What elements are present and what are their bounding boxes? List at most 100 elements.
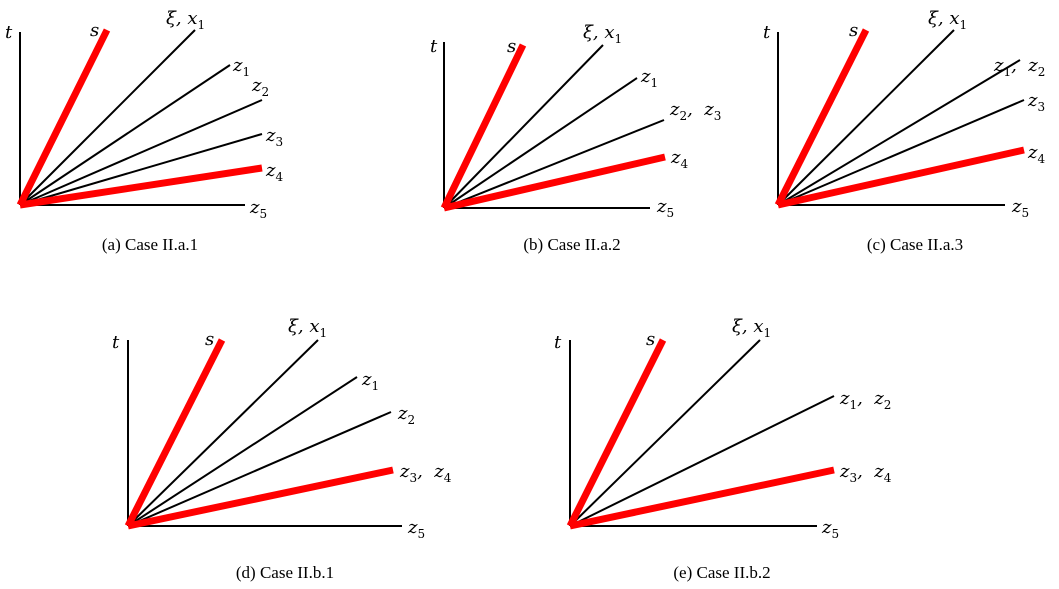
panel-a-ray-4-label-subscript: 3 xyxy=(275,135,283,149)
panel-e-ray-4-label-subscript: 5 xyxy=(831,527,839,541)
panel-c-ray-3 xyxy=(777,99,1025,206)
panel-c-ray-2-label-subscript: 1 xyxy=(1003,65,1011,79)
panel-b-ray-2-label-main: z xyxy=(640,66,651,87)
panel-b-ray-4-highlighted xyxy=(443,153,666,212)
panel-a-ray-1-label: ξ, x1 xyxy=(166,8,205,32)
panel-e-ray-1-label-subscript: 1 xyxy=(764,326,772,340)
panel-b-ray-1-label-main: ξ, x xyxy=(583,22,615,43)
panel-e-ray-2-label: z1, z2 xyxy=(839,388,891,412)
panel-c-ray-5-label-main: z xyxy=(1011,196,1022,217)
panel-d-ray-4-label-separator: , xyxy=(417,461,434,482)
panel-e-ray-4-label-main: z xyxy=(821,517,832,538)
panel-a-ray-5-label: z4 xyxy=(265,160,283,184)
panel-a-ray-4-label-main: z xyxy=(265,125,276,146)
panel-c-caption: (c) Case II.a.3 xyxy=(867,235,963,254)
panel-d-ray-1-label-main: ξ, x xyxy=(288,316,320,337)
panel-d-ray-3-label: z2 xyxy=(397,403,415,427)
panel-a-ray-3-label: z2 xyxy=(251,75,269,99)
panel-d-ray-2-label-main: z xyxy=(361,369,372,390)
panel-a-ray-3-label-main: z xyxy=(251,75,262,96)
panel-b-ray-5-label-main: z xyxy=(656,196,667,217)
panel-d-ray-4-highlighted xyxy=(127,466,394,530)
panel-b-ray-3-label: z2, z3 xyxy=(669,99,721,123)
panel-a-ray-0-label-main: s xyxy=(90,20,99,41)
panel-a-ray-6-label-subscript: 5 xyxy=(259,207,267,221)
panel-a-ray-5-label-subscript: 4 xyxy=(275,170,283,184)
panel-c-ray-3-label-subscript: 3 xyxy=(1037,100,1045,114)
panel-b-t-axis-label: t xyxy=(430,36,438,57)
panel-d-ray-2-label: z1 xyxy=(361,369,379,393)
panel-d-ray-5-label: z5 xyxy=(407,517,425,541)
panel-c-ray-3-label: z3 xyxy=(1027,90,1045,114)
panel-a-ray-0-highlighted xyxy=(16,28,111,207)
panel-e-ray-3-label-subscript-2: 4 xyxy=(884,471,892,485)
panel-e-ray-1-label-main: ξ, x xyxy=(732,316,764,337)
panel-d-ray-3 xyxy=(127,411,392,527)
panel-c-ray-0-label-main: s xyxy=(849,20,858,41)
panel-c-ray-1-label-subscript: 1 xyxy=(960,18,968,32)
panel-c-ray-0-label: s xyxy=(849,20,858,41)
panel-a-ray-5-label-main: z xyxy=(265,160,276,181)
panel-c-ray-2 xyxy=(777,59,1021,206)
panel-c-ray-1-label-main: ξ, x xyxy=(928,8,960,29)
panel-c-ray-2-label: z1, z2 xyxy=(993,55,1045,79)
panel-b-ray-1-label: ξ, x1 xyxy=(583,22,622,46)
panel-a-ray-4 xyxy=(19,133,263,206)
panel-a-ray-2-label-main: z xyxy=(232,55,243,76)
panel-a-ray-3 xyxy=(19,99,263,206)
panel-a-ray-6-label: z5 xyxy=(249,197,267,221)
panel-e-ray-3-label-separator: , xyxy=(857,461,874,482)
panel-d-ray-3-label-main: z xyxy=(397,403,408,424)
panel-e-ray-3-label-main-2: z xyxy=(873,461,884,482)
panel-b-ray-3-label-separator: , xyxy=(687,99,704,120)
panel-c-ray-4-label-subscript: 4 xyxy=(1037,152,1045,166)
panel-a-ray-3-label-subscript: 2 xyxy=(261,85,269,99)
panel-b-ray-1-label-subscript: 1 xyxy=(615,32,623,46)
panel-c-ray-4-label: z4 xyxy=(1027,142,1045,166)
panel-b-ray-3 xyxy=(443,119,665,209)
panel-b-ray-0-label-main: s xyxy=(507,36,516,57)
panel-a-ray-1-label-main: ξ, x xyxy=(166,8,198,29)
panel-b-ray-4-label-subscript: 4 xyxy=(680,157,688,171)
panel-c-ray-2-label-main: z xyxy=(993,55,1004,76)
panel-a-ray-2 xyxy=(19,64,231,206)
panel-c-ray-4-label-main: z xyxy=(1027,142,1038,163)
panel-c-t-axis-label: t xyxy=(763,22,771,43)
panel-d-ray-3-label-subscript: 2 xyxy=(407,413,415,427)
panel-d-ray-2 xyxy=(127,376,358,527)
panel-e-ray-2 xyxy=(569,395,835,527)
panel-b-ray-5-label-subscript: 5 xyxy=(666,206,674,220)
panel-b-ray-3-label-main: z xyxy=(669,99,680,120)
panel-b-ray-4-label: z4 xyxy=(670,147,688,171)
panel-a-caption: (a) Case II.a.1 xyxy=(102,235,198,254)
panel-c-ray-0-highlighted xyxy=(774,28,870,207)
panel-e-ray-1 xyxy=(569,339,761,527)
panel-e-ray-3-highlighted xyxy=(569,466,835,530)
panel-d-ray-4-label-subscript: 3 xyxy=(409,471,417,485)
panel-e-ray-2-label-subscript: 1 xyxy=(849,398,857,412)
panel-d-ray-0-label-main: s xyxy=(205,329,214,350)
panel-e-ray-0-highlighted xyxy=(566,338,667,528)
panel-e-ray-4-label: z5 xyxy=(821,517,839,541)
panel-b-ray-3-label-main-2: z xyxy=(703,99,714,120)
panel-d-ray-5-label-subscript: 5 xyxy=(417,527,425,541)
panel-a-ray-1 xyxy=(19,29,196,206)
panel-d-ray-1 xyxy=(127,339,319,527)
panel-c-ray-1-label: ξ, x1 xyxy=(928,8,967,32)
panel-e-ray-3-label: z3, z4 xyxy=(839,461,892,485)
panel-e-caption: (e) Case II.b.2 xyxy=(673,563,770,582)
panel-d-caption: (d) Case II.b.1 xyxy=(236,563,334,582)
panel-c-ray-5-label: z5 xyxy=(1011,196,1029,220)
panel-b-ray-3-label-subscript: 2 xyxy=(679,109,687,123)
panel-d-ray-2-label-subscript: 1 xyxy=(371,379,379,393)
panel-b-ray-4-label-main: z xyxy=(670,147,681,168)
panel-e-ray-2-label-subscript-2: 2 xyxy=(884,398,892,412)
panel-b-ray-0-label: s xyxy=(507,36,516,57)
panel-d-t-axis-label: t xyxy=(112,332,120,353)
panel-d-ray-4-label-main: z xyxy=(399,461,410,482)
panel-c-ray-4-highlighted xyxy=(777,146,1025,209)
